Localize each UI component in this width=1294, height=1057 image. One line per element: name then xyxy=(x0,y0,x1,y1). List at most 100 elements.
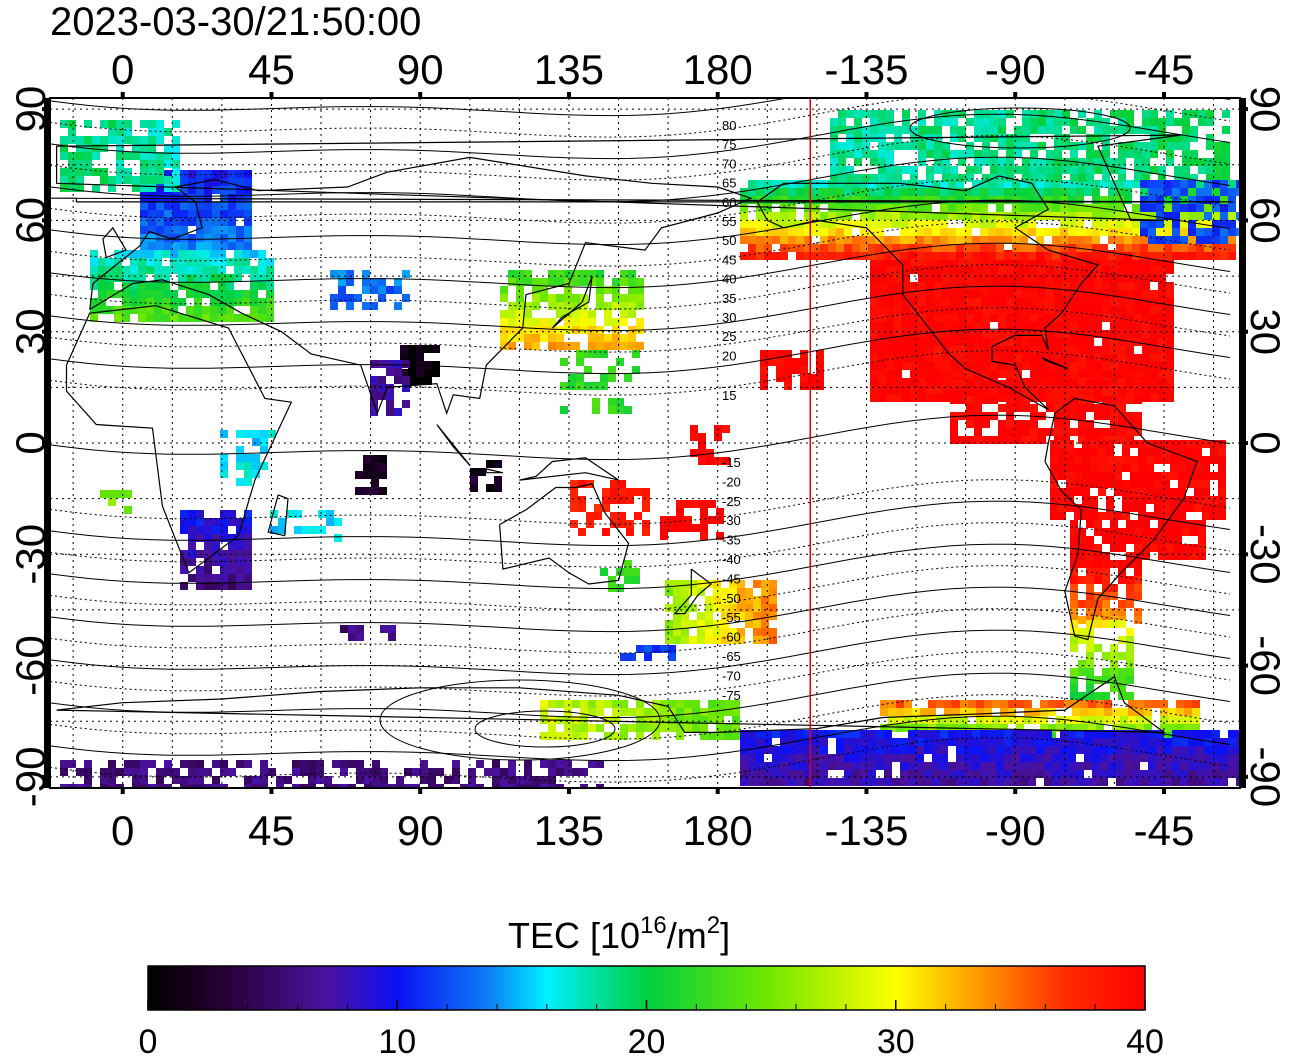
mag-contour xyxy=(50,500,1231,547)
mag-contour xyxy=(50,285,1231,332)
frame-bar-left xyxy=(44,98,50,788)
mag-contour xyxy=(50,242,1231,289)
mag-lat-label: 60 xyxy=(722,195,736,210)
mag-contour xyxy=(50,543,1231,590)
coastline-4 xyxy=(499,483,630,585)
coastline-3 xyxy=(551,275,593,329)
colorbar-tick-label: 30 xyxy=(877,1023,915,1057)
coastline-6 xyxy=(756,175,1099,411)
mag-lat-label: -35 xyxy=(722,533,741,548)
coastline-15 xyxy=(1041,357,1069,370)
mag-lat-label: 20 xyxy=(722,348,736,363)
mag-lat-label: -50 xyxy=(722,591,741,606)
lat-tick-right: 90 xyxy=(1242,86,1289,133)
colorbar-tick-label: 0 xyxy=(139,1023,158,1057)
mag-contour xyxy=(50,156,1231,203)
coastline-1 xyxy=(89,156,753,416)
mag-contour xyxy=(50,98,1231,138)
mag-lat-label: 45 xyxy=(722,252,736,267)
tec-data-layer xyxy=(60,110,1240,788)
colorbar-tick-label: 10 xyxy=(378,1023,416,1057)
mag-contour xyxy=(50,328,1231,375)
mag-lat-label: 25 xyxy=(722,329,736,344)
mag-lat-label: -55 xyxy=(722,610,741,625)
mag-contour xyxy=(50,629,1231,676)
lat-tick-right: -60 xyxy=(1242,635,1289,696)
mag-lat-label: -60 xyxy=(722,630,741,645)
mag-contour xyxy=(50,586,1231,633)
mag-lat-label: -75 xyxy=(722,688,741,703)
mag-contour xyxy=(50,737,1231,783)
mag-contour xyxy=(50,414,1231,461)
lon-tick-bottom: 45 xyxy=(248,807,295,854)
lon-tick-bottom: 0 xyxy=(111,807,134,854)
mag-lat-label: -25 xyxy=(722,494,741,509)
mag-contour xyxy=(50,98,1231,117)
lon-tick-top: -90 xyxy=(985,46,1046,93)
mag-lat-label: 15 xyxy=(722,388,736,403)
colorbar-ticks: 0 10 20 30 40 xyxy=(139,1000,1164,1057)
mag-lat-label: 75 xyxy=(722,137,736,152)
lat-tick-right: -30 xyxy=(1242,524,1289,585)
lon-tick-top: 90 xyxy=(397,46,444,93)
coastlines xyxy=(50,134,1234,734)
lat-tick-right: 0 xyxy=(1242,431,1289,454)
lat-tick-right: 60 xyxy=(1242,197,1289,244)
coastline-0 xyxy=(65,305,293,574)
coastline-2 xyxy=(102,226,127,259)
coastline-12 xyxy=(519,457,619,481)
mag-contour xyxy=(50,694,1231,740)
graticule-grid xyxy=(50,98,1240,788)
mag-contour xyxy=(50,221,1231,267)
lon-tick-bottom: -90 xyxy=(985,807,1046,854)
lon-tick-bottom: 135 xyxy=(534,807,604,854)
mag-contour xyxy=(50,135,1231,181)
colorbar-title: TEC [1016/m2] xyxy=(508,912,730,956)
frame-bar-right xyxy=(1240,98,1246,788)
mag-lat-label: 35 xyxy=(722,291,736,306)
coastline-9 xyxy=(50,197,1234,203)
coastline-5 xyxy=(673,568,713,615)
lon-tick-top: 135 xyxy=(534,46,604,93)
lon-tick-bottom: 180 xyxy=(683,807,753,854)
colorbar-tick-label: 40 xyxy=(1126,1023,1164,1057)
coastline-13 xyxy=(436,424,471,466)
lat-tick-right: 30 xyxy=(1242,308,1289,355)
bottom-longitude-ticks: 0 45 90 135 180 -135 -90 -45 xyxy=(111,788,1194,854)
right-latitude-ticks: 90 60 30 0 -30 -60 -90 xyxy=(1240,86,1289,807)
mag-contour xyxy=(50,651,1231,697)
coastline-10 xyxy=(56,675,1166,734)
mag-lat-label: -30 xyxy=(722,513,741,528)
mag-lat-label: -65 xyxy=(722,649,741,664)
mag-lat-label: 55 xyxy=(722,214,736,229)
mag-contour xyxy=(50,199,1231,246)
mag-lat-label: 80 xyxy=(722,118,736,133)
lon-tick-bottom: -45 xyxy=(1134,807,1195,854)
mag-contour xyxy=(50,178,1231,224)
mag-lat-label: -20 xyxy=(722,474,741,489)
timestamp-title: 2023-03-30/21:50:00 xyxy=(50,0,421,44)
mag-contour xyxy=(50,672,1231,719)
lon-tick-bottom: 90 xyxy=(397,807,444,854)
mag-lat-label: 40 xyxy=(722,272,736,287)
south-pole-contour xyxy=(379,679,661,761)
lon-tick-bottom: -135 xyxy=(824,807,908,854)
lon-tick-top: -135 xyxy=(824,46,908,93)
lon-tick-top: -45 xyxy=(1134,46,1195,93)
coastline-7 xyxy=(1044,397,1198,641)
magnetic-latitude-contours xyxy=(50,98,1231,783)
mag-lat-label: -40 xyxy=(722,552,741,567)
mag-contour xyxy=(50,264,1231,310)
mag-lat-label: 30 xyxy=(722,310,736,325)
mag-lat-label: 65 xyxy=(722,176,736,191)
lon-tick-top: 0 xyxy=(111,46,134,93)
lon-tick-top: 180 xyxy=(683,46,753,93)
coastline-8 xyxy=(56,134,1181,221)
south-pole-contour xyxy=(474,710,616,748)
mag-contour xyxy=(50,479,1231,525)
mag-contour xyxy=(50,113,1231,160)
colorbar-tick-label: 20 xyxy=(628,1023,666,1057)
mag-lat-label: 70 xyxy=(722,156,736,171)
lat-tick-left: 0 xyxy=(7,431,54,454)
